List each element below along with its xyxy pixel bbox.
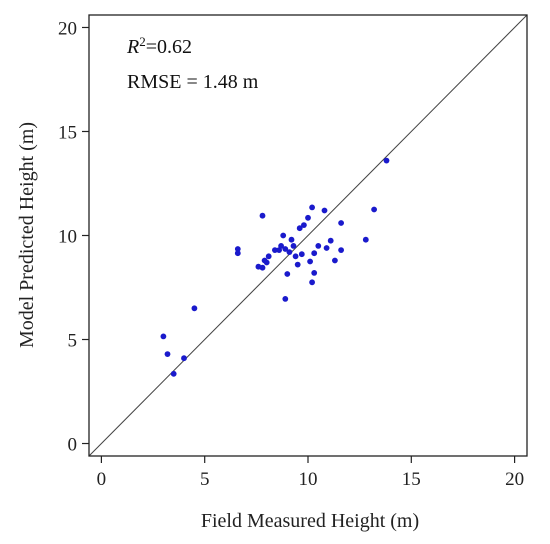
- y-axis-title: Model Predicted Height (m): [16, 122, 38, 348]
- data-point: [264, 260, 270, 266]
- annotation-rmse: RMSE = 1.48 m: [127, 71, 259, 93]
- data-point: [363, 237, 369, 243]
- data-point: [260, 213, 266, 219]
- x-axis-title: Field Measured Height (m): [201, 510, 419, 532]
- data-point: [309, 205, 315, 211]
- data-point: [305, 215, 311, 221]
- annotation-r2-label: R: [126, 36, 139, 58]
- y-tick-label: 10: [58, 227, 77, 248]
- data-point: [165, 351, 171, 357]
- x-tick-label: 5: [200, 469, 210, 490]
- data-point: [192, 305, 198, 311]
- data-point: [301, 222, 307, 228]
- data-point: [309, 279, 315, 285]
- data-point: [287, 249, 293, 255]
- data-point: [282, 296, 288, 302]
- x-tick-label: 10: [299, 469, 318, 490]
- data-point: [311, 270, 317, 276]
- data-point: [324, 245, 330, 251]
- y-tick-label: 5: [68, 331, 78, 352]
- y-tick-label: 0: [68, 435, 78, 456]
- data-point: [384, 158, 390, 164]
- annotation-r2-value: =0.62: [146, 36, 192, 58]
- annotation-r2: R2=0.62: [126, 34, 192, 59]
- data-point: [338, 247, 344, 253]
- data-point: [161, 334, 167, 340]
- data-point: [280, 233, 286, 239]
- x-tick-label: 15: [402, 469, 421, 490]
- data-point: [284, 271, 290, 277]
- data-point: [235, 250, 241, 256]
- data-point: [338, 220, 344, 226]
- data-point: [307, 259, 313, 265]
- data-point: [181, 355, 187, 361]
- x-tick-label: 20: [505, 469, 524, 490]
- data-point: [293, 253, 299, 259]
- data-point: [299, 251, 305, 257]
- data-point: [266, 253, 272, 259]
- data-point: [291, 243, 297, 249]
- y-tick-label: 15: [58, 122, 77, 143]
- data-point: [289, 237, 295, 243]
- data-point: [371, 207, 377, 213]
- data-point: [322, 208, 328, 214]
- data-point: [260, 265, 266, 271]
- data-point: [332, 258, 338, 264]
- y-tick-label: 20: [58, 18, 77, 39]
- data-point: [328, 238, 334, 244]
- data-point: [315, 243, 321, 249]
- data-point: [311, 250, 317, 256]
- data-point: [171, 371, 177, 377]
- data-point: [295, 262, 301, 268]
- x-tick-label: 0: [97, 469, 107, 490]
